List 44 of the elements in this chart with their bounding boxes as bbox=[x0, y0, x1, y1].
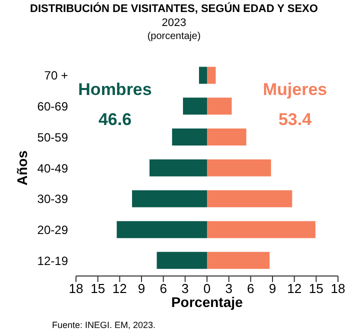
bar bbox=[172, 128, 207, 146]
x-axis-title: Porcentaje bbox=[171, 294, 243, 310]
x-tick-label: 12 bbox=[287, 281, 302, 296]
x-tick-label: 9 bbox=[138, 281, 146, 296]
bar bbox=[207, 159, 272, 176]
bar bbox=[198, 66, 207, 84]
y-tick-label: 60-69 bbox=[37, 100, 68, 114]
bar bbox=[207, 252, 270, 269]
series-label: Mujeres bbox=[262, 80, 328, 100]
x-tick-label: 18 bbox=[330, 281, 346, 296]
x-tick-label: 0 bbox=[203, 281, 211, 296]
y-tick-label: 20-29 bbox=[37, 222, 68, 237]
bar bbox=[207, 128, 246, 146]
bar bbox=[132, 190, 207, 208]
annotation: 46.6 bbox=[98, 110, 132, 130]
bar bbox=[182, 98, 207, 115]
bar bbox=[150, 159, 207, 176]
y-tick-label: 30-39 bbox=[37, 192, 68, 206]
y-tick-label: 12-19 bbox=[37, 254, 68, 268]
bar bbox=[156, 252, 207, 269]
x-tick-label: 15 bbox=[308, 281, 324, 296]
y-axis-title: Años bbox=[14, 150, 30, 186]
series-label: Hombres bbox=[78, 80, 152, 100]
y-tick-label: 50-59 bbox=[37, 130, 68, 144]
x-tick-label: 6 bbox=[247, 281, 254, 296]
y-tick-label: 70 + bbox=[44, 68, 68, 83]
x-tick-label: 3 bbox=[182, 281, 189, 296]
source-note: Fuente: INEGI. EM, 2023. bbox=[52, 320, 156, 330]
x-tick-label: 12 bbox=[112, 281, 127, 296]
x-tick-label: 18 bbox=[68, 281, 84, 296]
x-tick-label: 15 bbox=[90, 281, 106, 296]
x-tick-label: 3 bbox=[225, 281, 232, 296]
chart-title: DISTRIBUCIÓN DE VISITANTES, SEGÚN EDAD Y SEXO bbox=[29, 3, 319, 15]
y-tick-label: 40-49 bbox=[37, 161, 68, 176]
bar bbox=[207, 221, 316, 238]
bar bbox=[207, 190, 292, 208]
text: (porcentaje) bbox=[146, 31, 202, 42]
x-tick-label: 6 bbox=[160, 281, 167, 296]
x-tick-label: 9 bbox=[268, 281, 276, 296]
bar bbox=[116, 221, 207, 238]
chart-subtitle: 2023 bbox=[160, 17, 188, 29]
annotation: 53.4 bbox=[278, 110, 312, 130]
bar bbox=[207, 98, 232, 115]
bar bbox=[207, 66, 216, 84]
